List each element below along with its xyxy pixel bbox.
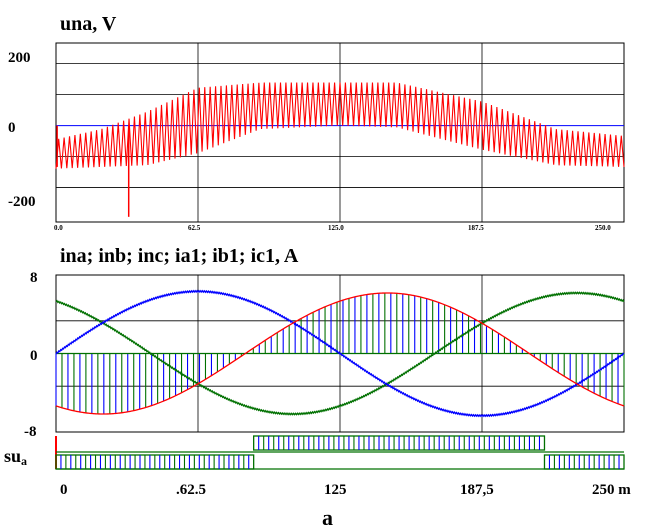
panel2-title: ina; inb; inc; ia1; ib1; ic1, A bbox=[60, 245, 299, 267]
panel3-ylabel-main: su bbox=[4, 446, 21, 466]
panel3-ylabel: sua bbox=[4, 446, 27, 468]
panel3-ylabel-sub: a bbox=[21, 454, 27, 468]
panel3-plot bbox=[55, 435, 625, 470]
panel2-inb-trace bbox=[55, 292, 625, 415]
panel3-xtick-125: 125 bbox=[324, 482, 347, 498]
panel2-inc-trace bbox=[55, 291, 625, 416]
panel1-title: una, V bbox=[60, 13, 117, 35]
panel3-xtick-250: 250 m bbox=[592, 482, 631, 498]
panel2-ina-trace bbox=[55, 289, 625, 418]
panel1-ytick-neg200: -200 bbox=[8, 194, 36, 210]
panel2-ytick-neg8: -8 bbox=[24, 424, 37, 440]
panel1-xtick: 0.0 bbox=[54, 224, 63, 232]
panel3-xtick-0: 0 bbox=[60, 482, 68, 498]
panel3-xtick-187: 187,5 bbox=[460, 482, 494, 498]
panel2-plot bbox=[55, 274, 625, 433]
panel1-ytick-200: 200 bbox=[8, 50, 31, 66]
panel2-ytick-8: 8 bbox=[30, 270, 38, 286]
panel1-xtick: 187.5 bbox=[468, 224, 484, 232]
panel2-ytick-0: 0 bbox=[30, 348, 38, 364]
panel1-xtick: 250.0 bbox=[595, 224, 611, 232]
panel1-ytick-0: 0 bbox=[8, 120, 16, 136]
figure-caption: a bbox=[322, 505, 333, 530]
panel1-xtick: 125.0 bbox=[328, 224, 344, 232]
panel1-plot bbox=[55, 42, 625, 223]
panel1-xtick: 62.5 bbox=[188, 224, 201, 232]
panel1-xticks: 0.0 62.5 125.0 187.5 250.0 bbox=[54, 224, 611, 232]
panel3-xtick-62: .62.5 bbox=[176, 482, 206, 498]
panel1-una-trace bbox=[55, 82, 625, 169]
